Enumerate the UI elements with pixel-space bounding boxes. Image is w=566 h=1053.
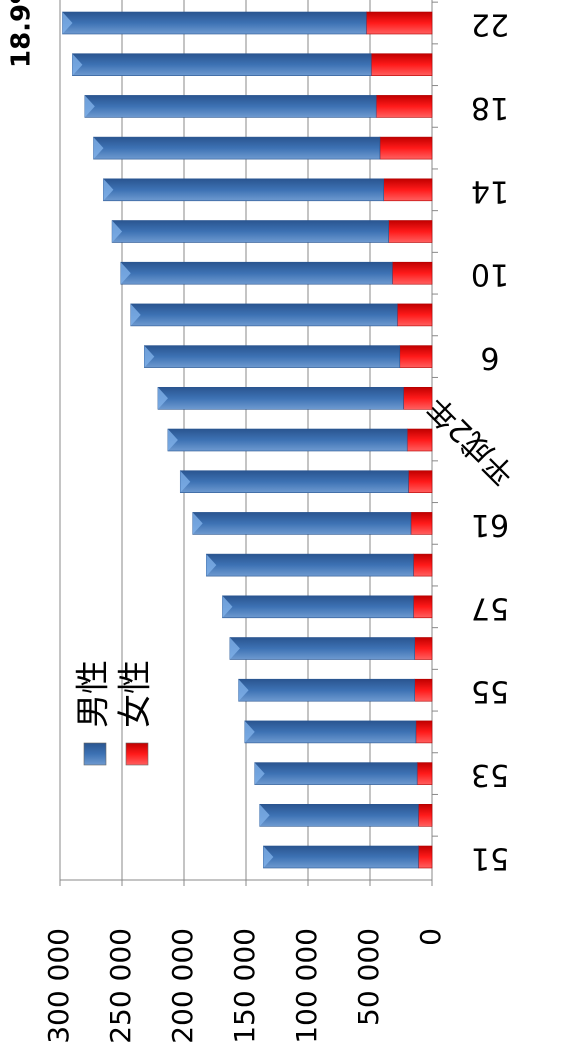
annotation: 18.9%	[7, 0, 37, 68]
y-tick-label: 300 000	[42, 928, 75, 1044]
x-tick-label: 55	[471, 674, 509, 709]
bar-cap	[120, 262, 131, 285]
legend-label: 女性	[116, 660, 156, 728]
bar-cap	[103, 178, 114, 201]
bar-cap	[206, 554, 217, 577]
bar-segment	[259, 804, 419, 827]
bar-segment	[370, 53, 433, 77]
bar-segment	[111, 220, 389, 243]
y-tick-label: 150 000	[228, 928, 261, 1044]
bar-segment	[93, 136, 381, 160]
bar-cap	[130, 303, 141, 326]
bar-cap	[192, 512, 203, 535]
bar-cap	[254, 762, 265, 785]
x-tick-label: 6	[480, 340, 499, 375]
bar-cap	[244, 720, 255, 743]
legend-label: 男性	[74, 660, 114, 728]
bar-cap	[157, 387, 168, 410]
bar-segment	[399, 345, 433, 368]
x-tick-label: 平成2年	[420, 390, 522, 492]
bar-segment	[263, 845, 419, 869]
x-tick-label: 53	[471, 757, 509, 792]
bar-segment	[418, 804, 433, 827]
bar-segment	[144, 345, 401, 368]
bar-segment	[229, 637, 415, 660]
bar-segment	[418, 845, 433, 869]
bar-segment	[375, 95, 433, 118]
bar-cap	[180, 470, 191, 493]
bar-segment	[167, 428, 408, 452]
plot: 0 50 000 100 000 150 000 200 000 250 000 300 0…	[7, 0, 522, 1044]
bar-cap	[144, 345, 155, 368]
bar-cap	[62, 12, 73, 34]
bar-segment	[403, 386, 433, 410]
bar-cap	[93, 137, 104, 160]
bar-segment	[72, 53, 372, 77]
bar-segment	[179, 470, 409, 494]
bar-cap	[112, 220, 123, 243]
bar-segment	[379, 136, 433, 160]
bar-cap	[259, 804, 270, 827]
bar-cap	[84, 95, 95, 118]
y-tick-label: 100 000	[290, 928, 323, 1044]
bar-segment	[254, 762, 418, 785]
bar-segment	[406, 428, 433, 452]
bar-cap	[72, 53, 83, 76]
x-tick-label: 18	[471, 90, 509, 125]
bar-segment	[415, 720, 433, 744]
bar-segment	[192, 512, 412, 535]
x-tick-label: 22	[471, 7, 509, 42]
bar-segment	[383, 178, 433, 202]
bar-cap	[263, 846, 274, 868]
bar-cap	[167, 429, 178, 451]
bar-segment	[396, 303, 433, 327]
x-tick-label: 51	[471, 841, 509, 876]
bar-segment	[206, 553, 414, 577]
bar-segment	[365, 11, 433, 35]
x-tick-label: 14	[471, 173, 509, 208]
bar-segment	[413, 553, 433, 577]
bar-segment	[222, 595, 414, 619]
x-tick-label: 57	[471, 590, 509, 625]
bar-segment	[84, 95, 377, 118]
bar-segment	[388, 220, 433, 243]
bar-segment	[244, 720, 417, 744]
bar-segment	[414, 637, 433, 660]
bar-cap	[238, 679, 249, 702]
bar-cap	[229, 637, 240, 660]
bar-segment	[392, 261, 433, 285]
bar-cap	[222, 595, 233, 618]
bar-segment	[238, 678, 415, 702]
x-tick-label: 61	[471, 507, 509, 542]
bar-segment	[413, 595, 433, 619]
y-tick-label: 50 000	[352, 928, 385, 1026]
y-tick-label: 200 000	[166, 928, 199, 1044]
legend-swatch	[125, 742, 149, 766]
bar-segment	[157, 386, 404, 410]
bar-segment	[408, 470, 433, 494]
y-tick-label: 250 000	[104, 928, 137, 1044]
bar-segment	[120, 261, 393, 285]
bar-segment	[416, 762, 433, 785]
bar-segment	[410, 512, 433, 535]
legend-swatch	[83, 742, 107, 766]
bar-segment	[103, 178, 384, 202]
y-tick-label: 0	[414, 928, 447, 946]
x-tick-label: 10	[471, 257, 509, 292]
bar-segment	[62, 11, 367, 35]
bar-segment	[130, 303, 398, 327]
bar-segment	[414, 678, 433, 702]
